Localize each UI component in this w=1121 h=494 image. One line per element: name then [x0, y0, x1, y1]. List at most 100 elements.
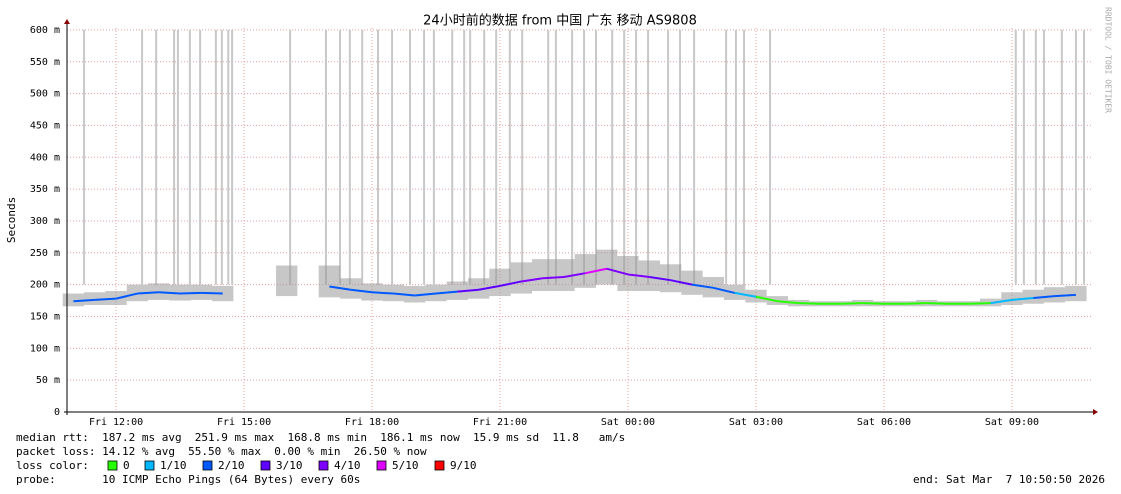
loss-spike [623, 29, 626, 285]
median-line [201, 291, 223, 295]
loss-spike [188, 29, 191, 285]
median-line [521, 277, 543, 283]
loss-spike [483, 29, 486, 285]
loss-spike [635, 29, 638, 285]
loss-spike [361, 29, 364, 285]
loss-spike [508, 29, 511, 285]
y-tick-label: 100 m [30, 343, 60, 354]
loss-spike [1083, 29, 1086, 285]
y-tick-label: 400 m [30, 152, 60, 163]
y-tick-label: 450 m [30, 120, 60, 131]
watermark: RRDTOOL / TOBI OETIKER [1104, 7, 1113, 113]
median-line [734, 291, 757, 298]
loss-spike [199, 29, 202, 285]
y-tick-label: 250 m [30, 248, 60, 259]
smoke [1022, 289, 1044, 304]
loss-spike [1034, 29, 1037, 285]
median-line [371, 291, 394, 295]
y-tick-label: 150 m [30, 311, 60, 322]
median-line [585, 267, 607, 275]
y-tick-label: 50 m [36, 375, 60, 386]
loss-spike [725, 29, 728, 285]
loss-spike [1014, 29, 1017, 285]
smoke [1001, 292, 1023, 306]
y-tick-label: 0 [54, 407, 60, 418]
smoke [340, 278, 362, 299]
loss-spike [173, 29, 176, 285]
legend-swatch [107, 460, 118, 471]
x-tick-label: Sat 09:00 [985, 417, 1039, 428]
y-tick-label: 500 m [30, 89, 60, 100]
smoke [404, 285, 426, 303]
probe-info: probe: 10 ICMP Echo Pings (64 Bytes) eve… [16, 473, 360, 486]
loss-spike [547, 29, 550, 285]
y-tick-label: 350 m [30, 184, 60, 195]
loss-spike [432, 29, 435, 285]
median-line [94, 297, 117, 301]
median-line [627, 273, 650, 278]
loss-spike [339, 29, 342, 285]
median-line [841, 302, 863, 305]
smoke [595, 249, 618, 285]
x-tick-label: Fri 15:00 [217, 417, 271, 428]
median-line [1054, 293, 1076, 298]
loss-spike [611, 29, 614, 285]
y-tick-label: 300 m [30, 216, 60, 227]
loss-spike [495, 29, 498, 285]
median-line [435, 290, 458, 295]
median-line [649, 276, 671, 282]
loss-spike [214, 29, 217, 285]
legend-swatch [144, 460, 155, 471]
median-line [1011, 297, 1034, 301]
loss-spike [469, 29, 472, 285]
legend-swatch [376, 460, 387, 471]
legend-label: 5/10 [392, 459, 419, 472]
loss-spike [391, 29, 394, 285]
smoke [532, 259, 554, 292]
loss-spike [227, 29, 230, 285]
chart-title: 24小时前的数据 from 中国 广东 移动 AS9808 [423, 13, 697, 29]
smoke [1043, 287, 1066, 303]
median-line [478, 284, 501, 291]
loss-spike [679, 29, 682, 285]
x-tick-label: Fri 12:00 [89, 417, 143, 428]
loss-spike [743, 29, 746, 285]
loss-spike [571, 29, 574, 285]
smoke [84, 292, 106, 306]
smoke [148, 283, 170, 300]
legend-swatch [434, 460, 445, 471]
packet-loss-stats: packet loss: 14.12 % avg 55.50 % max 0.0… [16, 445, 427, 458]
median-rtt-stats: median rtt: 187.2 ms avg 251.9 ms max 16… [16, 431, 625, 444]
smoke [489, 268, 511, 297]
loss-spike [141, 29, 144, 285]
median-line [499, 280, 522, 287]
loss-spike [220, 29, 223, 285]
loss-spike [769, 29, 772, 285]
loss-spike [155, 29, 158, 285]
loss-spike [1022, 29, 1025, 285]
loss-spike [408, 29, 411, 285]
loss-legend-label: loss color: [16, 459, 89, 472]
smoke [659, 264, 682, 293]
median-line [798, 302, 820, 305]
median-line [905, 302, 927, 305]
legend-label: 2/10 [218, 459, 245, 472]
legend-label: 0 [123, 459, 130, 472]
loss-spike [647, 29, 650, 285]
loss-spike [176, 29, 179, 285]
smoke [638, 260, 660, 292]
loss-spike [83, 29, 86, 285]
loss-spike [289, 29, 292, 285]
median-line [777, 300, 799, 305]
loss-spike [521, 29, 524, 285]
median-line [180, 291, 202, 295]
loss-spike [693, 29, 696, 285]
x-tick-label: Sat 00:00 [601, 417, 655, 428]
loss-spike [554, 29, 557, 285]
loss-spike [667, 29, 670, 285]
median-line [457, 288, 479, 293]
smoke [190, 284, 213, 300]
loss-spike [1042, 29, 1045, 285]
x-tick-label: Sat 06:00 [857, 417, 911, 428]
